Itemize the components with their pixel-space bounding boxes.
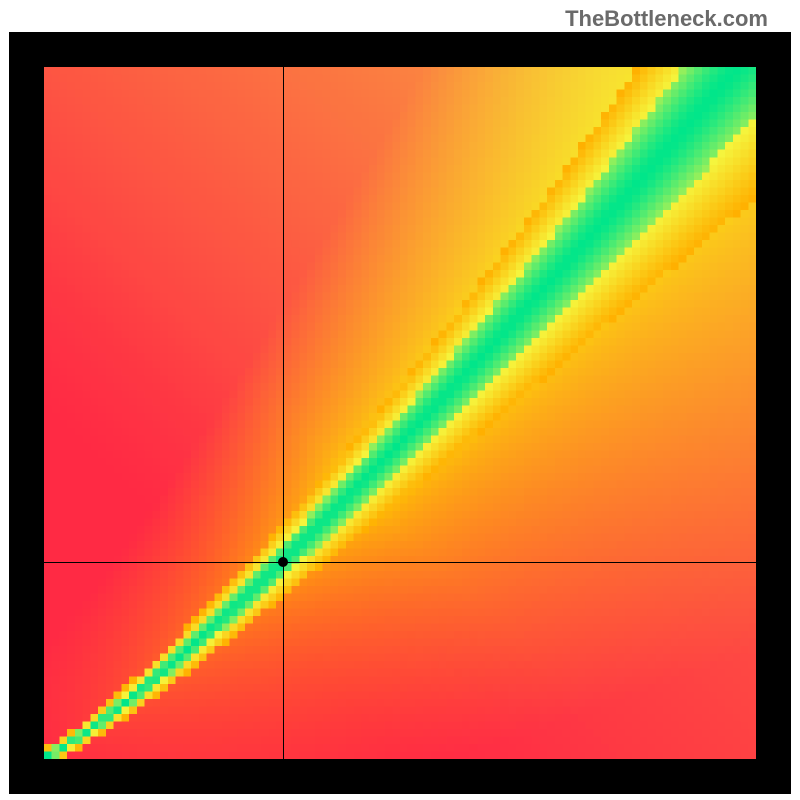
crosshair-vertical [283,67,284,759]
heatmap-plot [44,67,756,759]
watermark-text: TheBottleneck.com [565,6,768,32]
crosshair-horizontal [44,562,756,563]
heatmap-canvas [44,67,756,759]
marker-dot [278,557,288,567]
chart-container: TheBottleneck.com [0,0,800,800]
